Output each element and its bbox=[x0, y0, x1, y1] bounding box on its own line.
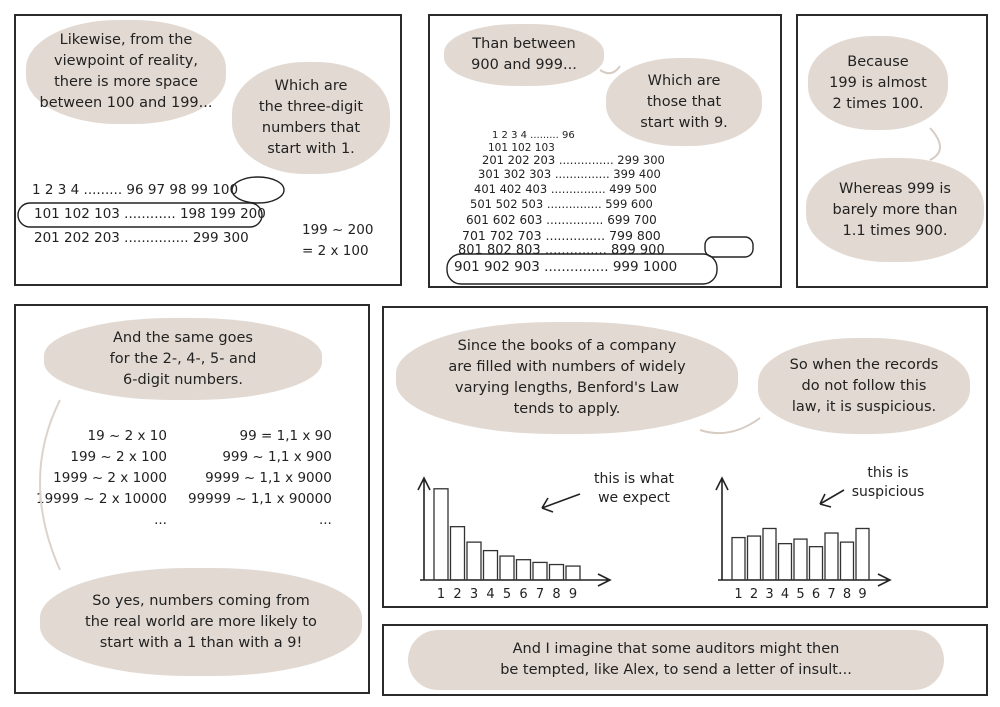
bar-2 bbox=[746, 535, 762, 581]
speech-bubble-2a: Than between 900 and 999... bbox=[444, 24, 604, 86]
bubble-tail bbox=[699, 417, 761, 435]
speech-bubble-4b: So yes, numbers coming from the real wor… bbox=[40, 568, 362, 676]
bar-7 bbox=[824, 532, 839, 581]
bubble-tail bbox=[599, 65, 621, 75]
caption-expected: this is what we expect bbox=[593, 471, 675, 506]
chart1-y-axis bbox=[417, 476, 431, 580]
pyramid-row-7: 601 602 603 ............... 699 700 bbox=[466, 213, 657, 227]
speech-bubble-4a: And the same goes for the 2-, 4-, 5- and… bbox=[44, 318, 322, 400]
pyramid-row-5: 401 402 403 ............... 499 500 bbox=[474, 182, 657, 196]
bar-7 bbox=[532, 561, 548, 581]
bar-4 bbox=[777, 542, 793, 581]
arrow-suspicious bbox=[819, 489, 845, 508]
bar-3 bbox=[466, 541, 482, 581]
bar-6 bbox=[515, 559, 532, 581]
bar-1 bbox=[433, 488, 449, 581]
loop-900-999 bbox=[446, 253, 718, 285]
tick-label-4: 4 bbox=[486, 587, 494, 602]
pyramid-row-6: 501 502 503 ............... 599 600 bbox=[470, 197, 653, 211]
tick-label-7: 7 bbox=[827, 587, 835, 602]
tick-label-6: 6 bbox=[519, 587, 527, 602]
speech-bubble-3b: Whereas 999 is barely more than 1.1 time… bbox=[806, 158, 984, 262]
bar-8 bbox=[548, 563, 565, 581]
tick-label-4: 4 bbox=[781, 587, 789, 602]
pyramid-row-4: 301 302 303 ............... 399 400 bbox=[478, 167, 661, 181]
speech-bubble-5b: So when the records do not follow this l… bbox=[758, 338, 970, 434]
formula: 199 ~ 200 = 2 x 100 bbox=[302, 222, 374, 259]
bar-1 bbox=[731, 536, 746, 581]
pyramid-row-1: 1 2 3 4 ......... 96 bbox=[492, 130, 575, 141]
speech-bubble-5a: Since the books of a company are filled … bbox=[396, 322, 738, 434]
bar-2 bbox=[449, 526, 466, 581]
tick-label-9: 9 bbox=[858, 587, 866, 602]
speech-bubble-1a: Likewise, from the viewpoint of reality,… bbox=[26, 20, 226, 124]
tick-label-6: 6 bbox=[812, 587, 820, 602]
bubble-tail bbox=[929, 127, 941, 161]
arrow-expected bbox=[541, 493, 581, 513]
circle-100 bbox=[231, 176, 285, 204]
caption-suspicious: this is suspicious bbox=[851, 465, 925, 500]
bar-4 bbox=[482, 549, 499, 581]
bar-5 bbox=[793, 538, 808, 581]
equations-left: 19 ~ 2 x 10 199 ~ 2 x 100 1999 ~ 2 x 100… bbox=[36, 428, 167, 528]
bar-9 bbox=[565, 565, 581, 581]
bar-3 bbox=[762, 527, 777, 581]
number-row-3: 201 202 203 ............... 299 300 bbox=[34, 230, 249, 246]
pyramid-row-8: 701 702 703 ............... 799 800 bbox=[462, 228, 661, 243]
bar-8 bbox=[839, 541, 855, 581]
tick-label-8: 8 bbox=[552, 587, 560, 602]
tick-label-5: 5 bbox=[503, 587, 511, 602]
speech-bubble-1b: Which are the three-digit numbers that s… bbox=[232, 62, 390, 174]
circle-900 bbox=[704, 236, 754, 258]
chart1-bars bbox=[433, 488, 581, 581]
tick-label-5: 5 bbox=[796, 587, 804, 602]
tick-label-1: 1 bbox=[734, 587, 742, 602]
tick-label-2: 2 bbox=[453, 587, 461, 602]
tick-label-3: 3 bbox=[765, 587, 773, 602]
speech-bubble-3a: Because 199 is almost 2 times 100. bbox=[808, 36, 948, 130]
speech-bubble-2b: Which are those that start with 9. bbox=[606, 58, 762, 146]
number-row-1: 1 2 3 4 ......... 96 97 98 99 100 bbox=[32, 182, 239, 198]
loop-100-199 bbox=[17, 202, 263, 228]
number-row-2: 101 102 103 ............ 198 199 200 bbox=[34, 206, 266, 222]
bubble-tail bbox=[39, 399, 61, 571]
chart2-y-axis bbox=[715, 476, 729, 580]
tick-label-1: 1 bbox=[437, 587, 445, 602]
pyramid-row-2: 101 102 103 bbox=[488, 142, 555, 154]
tick-label-3: 3 bbox=[470, 587, 478, 602]
bar-9 bbox=[855, 527, 870, 581]
pyramid-row-10: 901 902 903 ............... 999 1000 bbox=[454, 259, 678, 275]
bar-5 bbox=[499, 555, 515, 581]
bar-6 bbox=[808, 546, 824, 581]
tick-label-7: 7 bbox=[536, 587, 544, 602]
pyramid-row-3: 201 202 203 ............... 299 300 bbox=[482, 153, 665, 167]
tick-label-9: 9 bbox=[569, 587, 577, 602]
speech-bubble-6: And I imagine that some auditors might t… bbox=[408, 630, 944, 690]
equations-right: 99 = 1,1 x 90 999 ~ 1,1 x 900 9999 ~ 1,1… bbox=[188, 428, 332, 528]
tick-label-2: 2 bbox=[750, 587, 758, 602]
tick-label-8: 8 bbox=[843, 587, 851, 602]
chart2-bars bbox=[731, 527, 870, 581]
